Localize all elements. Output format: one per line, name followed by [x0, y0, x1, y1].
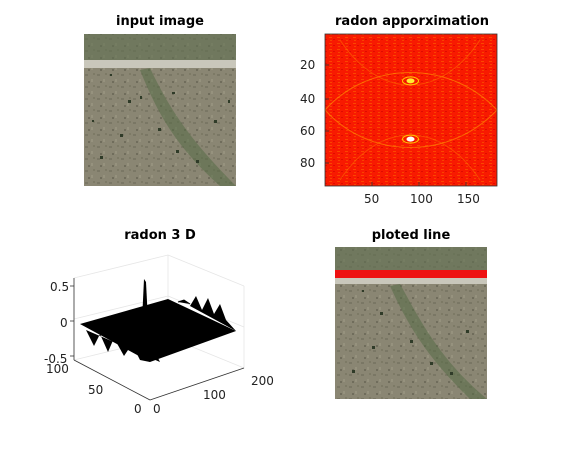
heatmap-xtick-50: 50	[364, 192, 380, 206]
panel-title-radon-approximation: radon apporximation	[335, 14, 489, 29]
surface-ytick-50: 50	[88, 383, 104, 397]
plotted-red-line	[335, 270, 487, 278]
heatmap-peak-0	[406, 78, 415, 84]
surface-xtick-200: 200	[251, 374, 274, 388]
input-image	[84, 34, 236, 186]
surface-ztick-0.5: 0.5	[50, 280, 70, 294]
heatmap-peaks	[402, 76, 420, 144]
surface-peak	[142, 279, 148, 321]
heatmap-peak-halo-1	[402, 134, 420, 144]
panel-title-input-image: input image	[116, 14, 204, 29]
heatmap-ytick-60: 60	[300, 124, 316, 138]
ploted-line-image	[335, 247, 487, 399]
heatmap-xtick-150: 150	[457, 192, 480, 206]
surface-ytick-0: 0	[134, 402, 142, 416]
panel-title-ploted-line: ploted line	[371, 228, 451, 243]
surface-ytick-100: 100	[46, 362, 69, 376]
heatmap-ytick-80: 80	[300, 156, 316, 170]
overlay-line-bar	[335, 270, 487, 278]
heatmap-ytick-40: 40	[300, 92, 316, 106]
surface-xtick-0: 0	[153, 402, 161, 416]
heatmap-peak-halo-0	[402, 76, 420, 86]
panel-title-radon-3d: radon 3 D	[124, 228, 196, 243]
heatmap-ytick-20: 20	[300, 58, 316, 72]
heatmap-xtick-100: 100	[410, 192, 433, 206]
radon-3d-surface	[70, 254, 245, 401]
surface-peak-spike	[142, 279, 148, 321]
surface-ztick-neg0.5: -0.5	[44, 352, 68, 366]
heatmap-peak-1	[406, 136, 415, 142]
surface-xtick-100: 100	[203, 388, 226, 402]
radon-heatmap	[324, 33, 498, 187]
surface-ztick-0: 0	[60, 316, 68, 330]
